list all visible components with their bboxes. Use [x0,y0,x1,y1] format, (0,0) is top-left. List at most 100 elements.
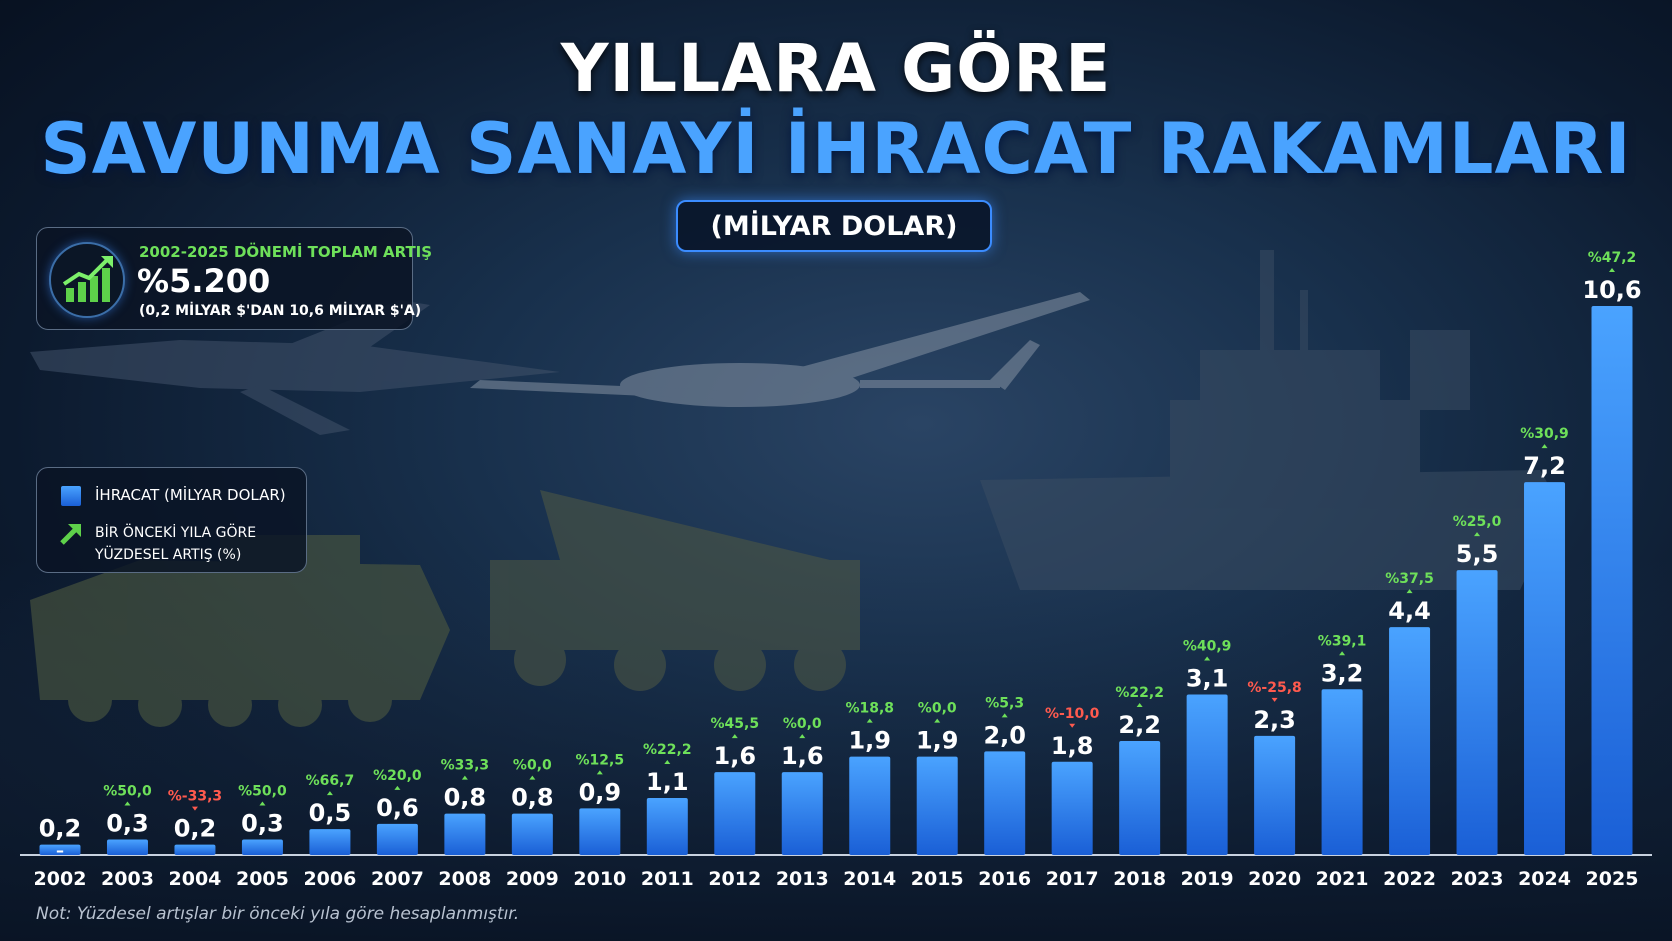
growth-chart-icon [49,242,125,318]
value-label: 7,2 [1523,452,1566,480]
x-tick-label: 2024 [1518,868,1571,890]
growth-label: %47,2 [1588,250,1637,266]
total-growth-box: 2002-2025 DÖNEMİ TOPLAM ARTIŞ %5.200 (0,… [36,227,432,330]
x-tick-label: 2020 [1248,868,1301,890]
title-line-1: YILLARA GÖRE [560,30,1112,107]
x-tick-label: 2004 [169,868,222,890]
x-tick-label: 2012 [708,868,761,890]
growth-arrow-icon [1406,589,1413,594]
x-tick-label: 2025 [1586,868,1639,890]
bar [984,751,1026,855]
growth-arrow-icon [259,801,266,806]
bar [376,823,418,855]
growth-label: %12,5 [576,752,625,768]
x-tick-label: 2013 [776,868,829,890]
growth-arrow-icon [1136,703,1143,708]
x-tick-label: 2010 [573,868,626,890]
value-label: 0,8 [511,784,554,812]
growth-label: %0,0 [513,758,552,774]
bar [1254,735,1296,855]
growth-label: %0,0 [918,701,957,717]
growth-label: %39,1 [1318,633,1367,649]
x-tick-label: 2019 [1181,868,1234,890]
legend-growth-label: BİR ÖNCEKİ YILA GÖRE YÜZDESEL ARTIŞ (%) [95,525,257,563]
value-label: 1,1 [646,768,689,796]
value-label: 3,2 [1321,659,1364,687]
x-tick-label: 2007 [371,868,424,890]
value-label: 1,9 [848,727,891,755]
growth-label: %-25,8 [1247,680,1301,696]
growth-arrow-icon [1474,532,1481,537]
rocket-launcher-silhouette [490,490,860,691]
footnote: Not: Yüzdesel artışlar bir önceki yıla g… [36,904,520,924]
bar [309,829,351,855]
value-label: 1,6 [781,742,824,770]
growth-arrow-icon [596,770,603,775]
growth-label: %22,2 [1115,685,1164,701]
growth-arrow-icon [1271,697,1278,702]
x-tick-label: 2023 [1451,868,1504,890]
legend-export-swatch [61,486,81,506]
growth-arrow-icon [461,775,468,780]
legend-export-label: İHRACAT (MİLYAR DOLAR) [95,486,286,504]
growth-arrow-icon [1204,656,1211,661]
growth-label: %18,8 [845,701,894,717]
bar [511,813,553,855]
x-tick-label: 2003 [101,868,154,890]
bar [1524,482,1566,855]
growth-arrow-icon [799,734,806,739]
x-tick-label: 2011 [641,868,694,890]
total-growth-subtitle: (0,2 MİLYAR $'DAN 10,6 MİLYAR $'A) [139,303,422,319]
value-label: 2,0 [983,721,1026,749]
x-tick-label: 2016 [978,868,1031,890]
bar [1591,306,1633,855]
value-label: 0,2 [174,815,217,843]
x-tick-label: 2005 [236,868,289,890]
growth-arrow-icon [1609,268,1615,272]
growth-label: %-10,0 [1045,706,1100,722]
value-label: 0,3 [241,809,284,837]
bar [579,808,621,855]
value-label: 1,8 [1051,732,1094,760]
title-line-2: SAVUNMA SANAYİ İHRACAT RAKAMLARI [40,108,1632,190]
x-tick-label: 2002 [34,868,87,890]
value-label: 10,6 [1582,276,1641,304]
growth-label: %25,0 [1453,514,1502,530]
bar [1051,761,1093,855]
legend-growth-arrow-icon [60,524,81,545]
total-growth-value: %5.200 [137,262,271,300]
growth-label: %0,0 [783,716,822,732]
bar [714,772,756,855]
growth-arrow-icon [664,760,671,765]
bar [1456,570,1498,855]
bar [1186,694,1228,855]
value-label: 0,6 [376,794,419,822]
growth-label: %40,9 [1183,638,1232,654]
growth-arrow-icon [124,801,131,806]
x-tick-label: 2018 [1113,868,1166,890]
value-label: 0,8 [444,784,487,812]
value-label: 1,6 [714,742,757,770]
warship-silhouette [980,250,1560,590]
growth-arrow-icon [326,791,333,796]
growth-arrow-icon [1001,713,1008,718]
x-tick-label: 2021 [1316,868,1369,890]
growth-label: %20,0 [373,768,422,784]
growth-label: %66,7 [306,773,355,789]
bar [444,813,486,855]
bar [916,756,958,855]
x-tick-label: 2017 [1046,868,1099,890]
growth-label: %5,3 [985,695,1024,711]
total-growth-label: 2002-2025 DÖNEMİ TOPLAM ARTIŞ [139,243,433,261]
growth-arrow-icon [1339,651,1346,656]
value-label: 2,2 [1118,711,1161,739]
growth-arrow-icon [1069,723,1076,728]
growth-arrow-icon [866,718,873,723]
bar [241,839,283,855]
growth-arrow-icon [1541,444,1548,449]
bar [1119,741,1161,855]
value-label: 1,9 [916,727,959,755]
bar [781,772,823,855]
